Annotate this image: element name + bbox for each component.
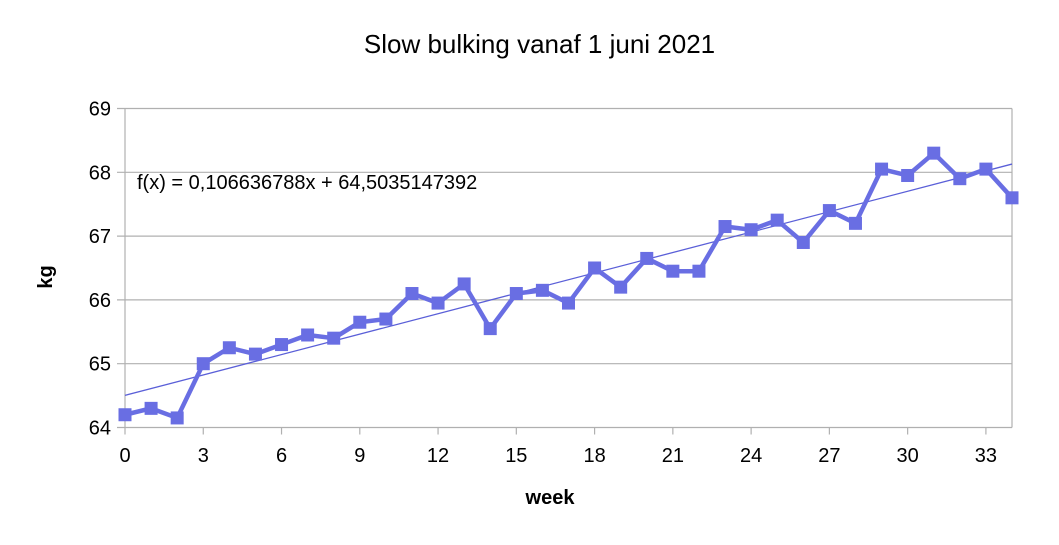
data-point-marker (666, 264, 680, 278)
data-point-marker (457, 277, 471, 291)
y-tick-label: 65 (89, 354, 111, 376)
x-tick-label: 21 (662, 445, 684, 467)
data-point-marker (483, 322, 497, 336)
data-series-line (122, 150, 1015, 421)
data-point-marker (535, 283, 549, 297)
data-point-marker (509, 287, 523, 301)
x-tick-label: 0 (119, 445, 130, 467)
data-point-marker (144, 401, 158, 415)
x-tick-label: 3 (198, 445, 209, 467)
data-point-marker (379, 312, 393, 326)
data-point-marker (770, 213, 784, 227)
chart-title: Slow bulking vanaf 1 juni 2021 (363, 29, 716, 59)
y-tick-label: 64 (89, 418, 111, 440)
data-point-marker (301, 328, 315, 342)
x-tick-label: 27 (818, 445, 840, 467)
data-point-marker (248, 347, 262, 361)
y-tick-label: 67 (89, 226, 111, 248)
x-tick-label: 9 (354, 445, 365, 467)
data-point-marker (796, 235, 810, 249)
data-point-marker (927, 146, 941, 160)
data-point-marker (327, 331, 341, 345)
x-tick-label: 30 (897, 445, 919, 467)
data-point-marker (562, 296, 575, 310)
data-point-marker (640, 251, 654, 265)
data-point-marker (692, 264, 706, 278)
x-tick-label: 24 (740, 445, 762, 467)
data-point-marker (405, 287, 419, 301)
data-point-marker (118, 408, 132, 422)
y-tick-label: 69 (89, 99, 111, 121)
x-tick-label: 33 (975, 445, 997, 467)
data-point-marker (822, 204, 836, 218)
data-point-marker (718, 220, 732, 234)
trendline-equation-label: f(x) = 0,106636788x + 64,5035147392 (137, 172, 478, 194)
data-point-marker (953, 172, 967, 186)
x-tick-label: 15 (505, 445, 527, 467)
data-point-marker (744, 223, 758, 237)
data-point-marker (275, 338, 289, 352)
data-point-marker (901, 168, 915, 182)
data-point-marker (222, 341, 236, 355)
x-axis-title: week (525, 487, 575, 509)
data-point-marker (588, 261, 602, 275)
data-point-marker (875, 162, 889, 176)
data-point-marker (431, 296, 445, 310)
y-axis-title: kg (35, 265, 57, 289)
y-tick-label: 68 (89, 162, 111, 184)
data-point-marker (848, 216, 862, 230)
data-point-marker (170, 411, 184, 425)
data-point-marker (196, 357, 210, 371)
data-point-marker (979, 162, 993, 176)
x-tick-label: 18 (583, 445, 605, 467)
y-tick-label: 66 (89, 290, 111, 312)
data-point-marker (614, 280, 628, 294)
x-tick-label: 6 (276, 445, 287, 467)
data-point-marker (1005, 191, 1019, 205)
data-point-marker (353, 315, 367, 329)
trendline (124, 163, 1013, 397)
x-tick-label: 12 (427, 445, 449, 467)
